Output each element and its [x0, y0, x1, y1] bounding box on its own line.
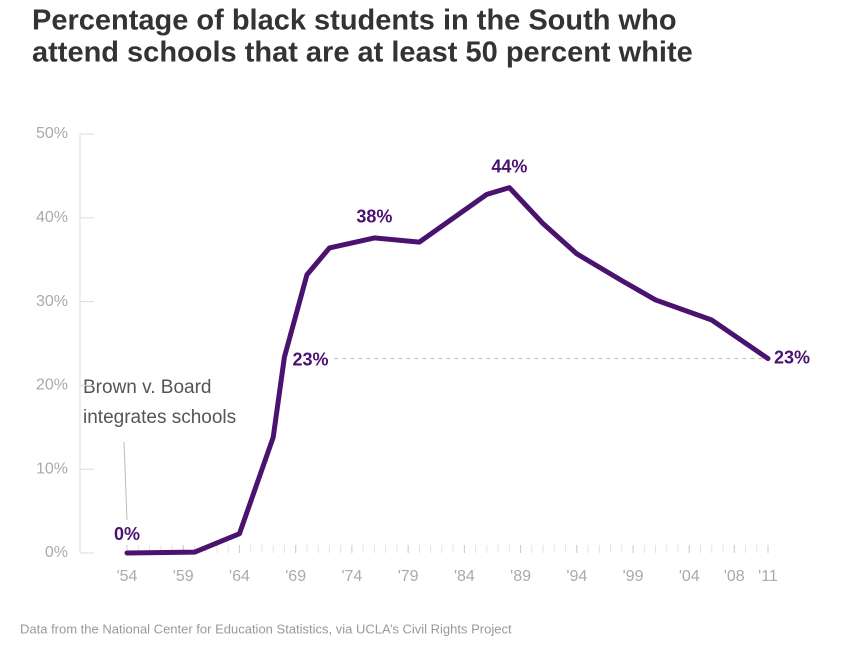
y-tick-label: 10% — [36, 460, 68, 477]
annotation: integrates schools — [83, 407, 236, 428]
x-tick-label: '11 — [758, 568, 778, 585]
annotation: Brown v. Board — [83, 377, 211, 398]
x-tick-label: '94 — [566, 568, 587, 585]
x-tick-label: '99 — [623, 568, 644, 585]
value-label: 38% — [356, 207, 392, 227]
value-label: 44% — [491, 156, 527, 176]
y-tick-label: 40% — [36, 209, 68, 226]
y-tick-label: 50% — [36, 125, 68, 142]
y-tick-label: 0% — [45, 544, 68, 561]
x-tick-label: '54 — [117, 568, 138, 585]
x-tick-label: '08 — [724, 568, 745, 585]
x-tick-label: '74 — [341, 568, 362, 585]
x-tick-label: '59 — [173, 568, 194, 585]
annotation-pointer — [123, 441, 128, 521]
x-tick-label: '69 — [285, 568, 306, 585]
x-tick-label: '79 — [398, 568, 419, 585]
value-label: 23% — [292, 350, 328, 370]
y-tick-label: 30% — [36, 293, 68, 310]
x-tick-label: '64 — [229, 568, 250, 585]
y-tick-label: 20% — [36, 377, 68, 394]
x-tick-label: '89 — [510, 568, 531, 585]
value-label: 23% — [774, 347, 810, 367]
x-tick-label: '04 — [679, 568, 700, 585]
value-label: 0% — [114, 524, 140, 544]
chart-title: attend schools that are at least 50 perc… — [32, 37, 693, 69]
data-line — [124, 185, 771, 556]
source: Data from the National Center for Educat… — [20, 621, 512, 636]
chart-title: Percentage of black students in the Sout… — [32, 5, 677, 37]
x-tick-label: '84 — [454, 568, 475, 585]
